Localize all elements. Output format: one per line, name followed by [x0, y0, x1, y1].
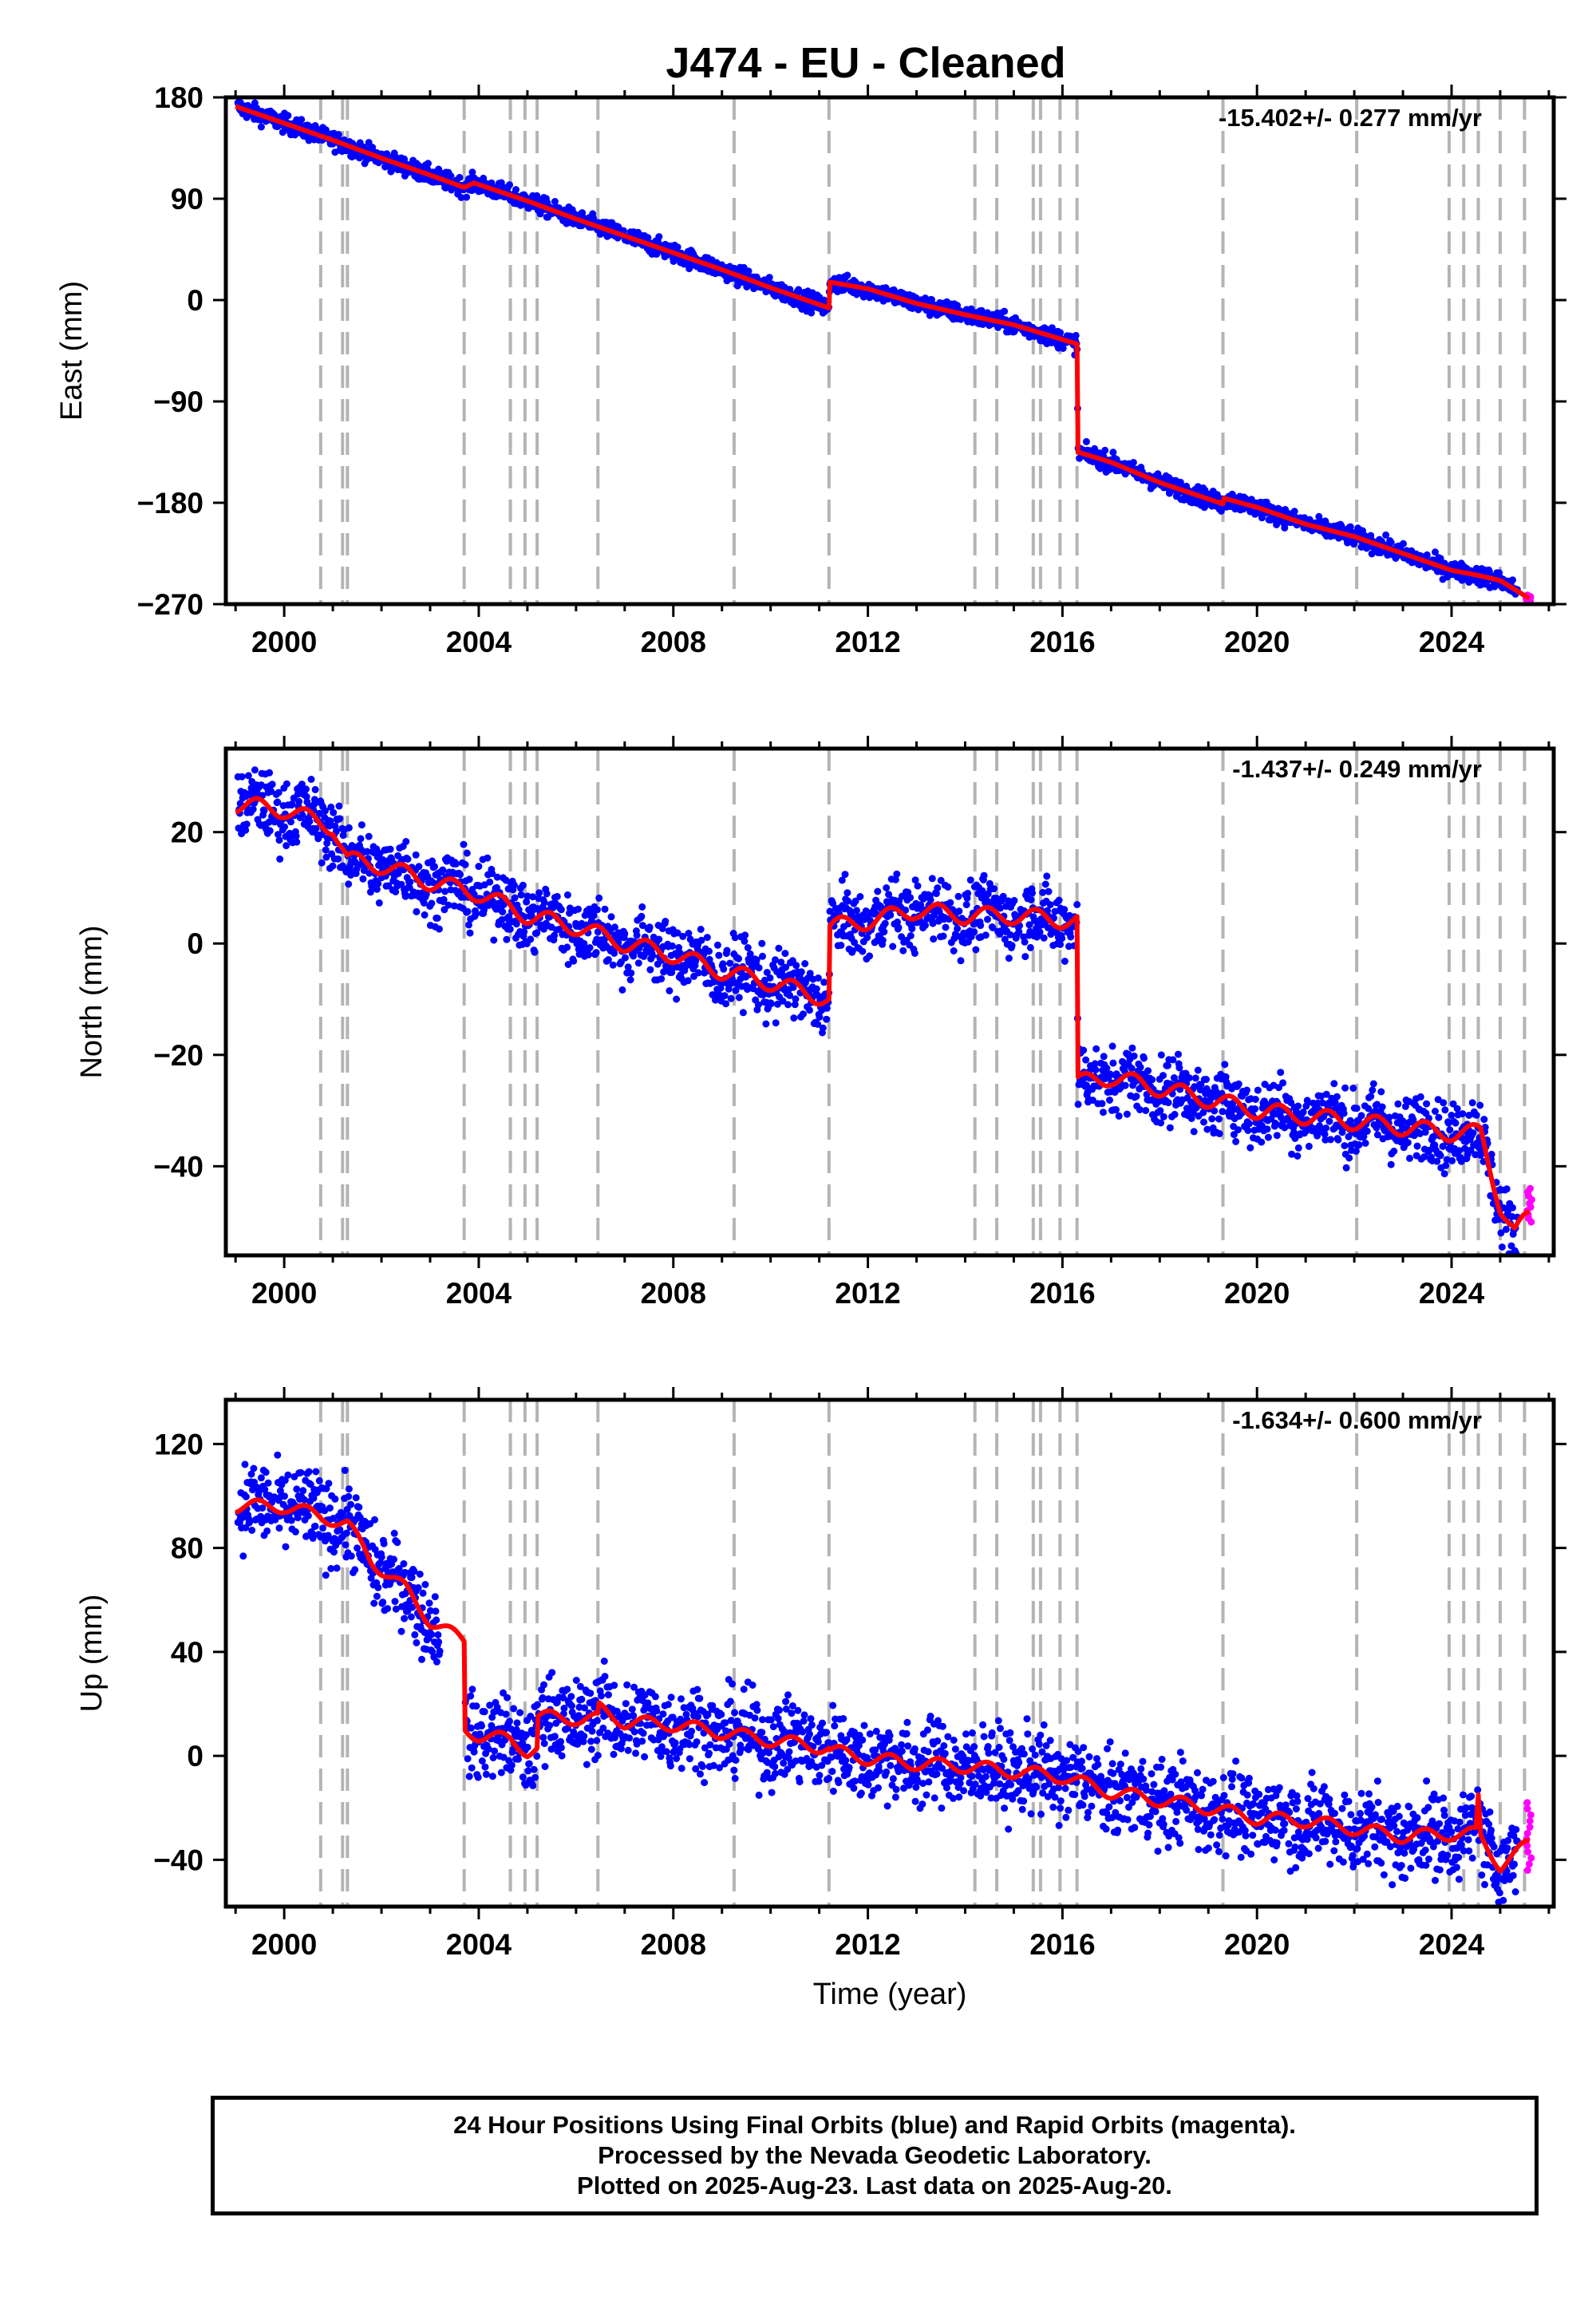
up-rapid-point-2: [1527, 1854, 1535, 1862]
east-event-lines: [318, 97, 1527, 604]
up-xtick-label-2020: 2020: [1224, 1928, 1290, 1961]
up-rate-annotation: -1.634+/- 0.600 mm/yr: [1232, 1406, 1482, 1434]
north-final-orbit-points: [234, 766, 1521, 1255]
up-ytick-label-4: −40: [153, 1844, 203, 1876]
north-ylabel: North (mm): [75, 925, 109, 1078]
up-xtick-label-2004: 2004: [446, 1928, 512, 1961]
east-ytick-label-4: −180: [137, 487, 203, 520]
up-ytick-label-2: 40: [171, 1636, 203, 1669]
north-plot-frame: [223, 746, 1556, 1258]
footer-line-1: 24 Hour Positions Using Final Orbits (bl…: [453, 2111, 1296, 2139]
up-rapid-point-9: [1527, 1811, 1535, 1819]
up-rapid-point-6: [1523, 1829, 1531, 1837]
east-xtick-label-2008: 2008: [641, 626, 706, 658]
east-ytick-label-1: 90: [171, 183, 203, 215]
up-rapid-point-8: [1526, 1817, 1534, 1825]
panel-north: 2000 2004 2008 2012 2016 2020 2024 20 0 −20 −40 Nor…: [75, 736, 1566, 1310]
panels: 2000 2004 2008 2012 2016 2020 2024180900−90−18…: [55, 81, 1566, 2011]
up-rapid-point-11: [1523, 1799, 1531, 1807]
panel-up: 2000 2004 2008 2012 2016 2020 2024 120 80 40 0 −40 U…: [75, 1387, 1566, 2011]
up-rapid-point-0: [1523, 1866, 1531, 1874]
up-xtick-label-2008: 2008: [641, 1928, 706, 1961]
north-event-lines: [318, 749, 1527, 1255]
up-ytick-label-1: 80: [171, 1532, 203, 1565]
north-ytick-label-0: 20: [171, 816, 203, 849]
up-xtick-label-2024: 2024: [1419, 1928, 1485, 1961]
east-ytick-label-0: 180: [154, 81, 203, 114]
up-ylabel: Up (mm): [75, 1595, 109, 1713]
east-xtick-label-2020: 2020: [1224, 626, 1290, 658]
north-model-line: [233, 796, 1531, 1231]
up-rapid-point-10: [1523, 1804, 1531, 1812]
east-rate-annotation: -15.402+/- 0.277 mm/yr: [1219, 104, 1482, 132]
east-plot-frame: [223, 95, 1556, 607]
north-ytick-label-2: −20: [153, 1039, 203, 1072]
north-xtick-label-2004: 2004: [446, 1277, 512, 1310]
north-y-axis: 20 0 −20 −40: [153, 816, 1566, 1183]
panel-east: 2000 2004 2008 2012 2016 2020 2024 180 90 0 −90 −18…: [55, 81, 1566, 658]
up-xtick-label-2012: 2012: [835, 1928, 900, 1961]
north-rate-annotation: -1.437+/- 0.249 mm/yr: [1232, 755, 1482, 783]
up-rapid-orbit-points: [1523, 1799, 1535, 1874]
east-ylabel: East (mm): [55, 281, 89, 421]
up-rapid-point-1: [1525, 1860, 1533, 1868]
footer-box: 24 Hour Positions Using Final Orbits (bl…: [211, 2096, 1539, 2215]
north-xtick-label-2008: 2008: [641, 1277, 706, 1310]
east-ytick-label-3: −90: [153, 385, 203, 418]
north-xtick-label-2000: 2000: [251, 1277, 317, 1310]
east-ytick-label-5: −270: [137, 588, 203, 621]
east-xtick-label-2000: 2000: [251, 626, 317, 658]
north-xtick-label-2020: 2020: [1224, 1277, 1290, 1310]
up-xtick-label-2016: 2016: [1029, 1928, 1095, 1961]
north-x-axis: 2000 2004 2008 2012 2016 2020 2024: [234, 736, 1551, 1310]
north-xtick-label-2024: 2024: [1419, 1277, 1485, 1310]
up-ytick-label-0: 120: [154, 1428, 203, 1460]
east-x-axis: 2000 2004 2008 2012 2016 2020 2024: [234, 85, 1551, 658]
footer-line-2: Processed by the Nevada Geodetic Laborat…: [598, 2141, 1152, 2169]
east-xtick-label-2004: 2004: [446, 626, 512, 658]
north-xtick-label-2016: 2016: [1029, 1277, 1095, 1310]
east-y-axis: 180 90 0 −90 −180 −270: [137, 81, 1566, 621]
figure-title: J474 - EU - Cleaned: [666, 39, 1065, 87]
up-xlabel: Time (year): [813, 1978, 967, 2011]
east-model-line: [233, 104, 1531, 601]
up-y-axis: 120 80 40 0 −40: [153, 1428, 1566, 1876]
north-xtick-label-2012: 2012: [835, 1277, 900, 1310]
up-plot-frame: [223, 1397, 1556, 1909]
north-ytick-label-1: 0: [187, 927, 203, 960]
up-rapid-point-4: [1523, 1842, 1531, 1850]
up-final-orbit-points: [234, 1451, 1521, 1906]
north-rapid-point-9: [1527, 1184, 1535, 1192]
up-xtick-label-2000: 2000: [251, 1928, 317, 1961]
north-ytick-label-3: −40: [153, 1150, 203, 1183]
up-rapid-point-3: [1524, 1848, 1532, 1856]
east-xtick-label-2016: 2016: [1029, 626, 1095, 658]
east-xtick-label-2012: 2012: [835, 626, 900, 658]
up-x-axis: 2000 2004 2008 2012 2016 2020 2024: [234, 1387, 1551, 1961]
east-xtick-label-2024: 2024: [1419, 626, 1485, 658]
east-ytick-label-2: 0: [187, 284, 203, 317]
up-model-line: [233, 1497, 1531, 1874]
up-rapid-point-7: [1526, 1824, 1534, 1832]
up-ytick-label-3: 0: [187, 1740, 203, 1773]
footer-line-3: Plotted on 2025-Aug-23. Last data on 202…: [577, 2172, 1172, 2199]
